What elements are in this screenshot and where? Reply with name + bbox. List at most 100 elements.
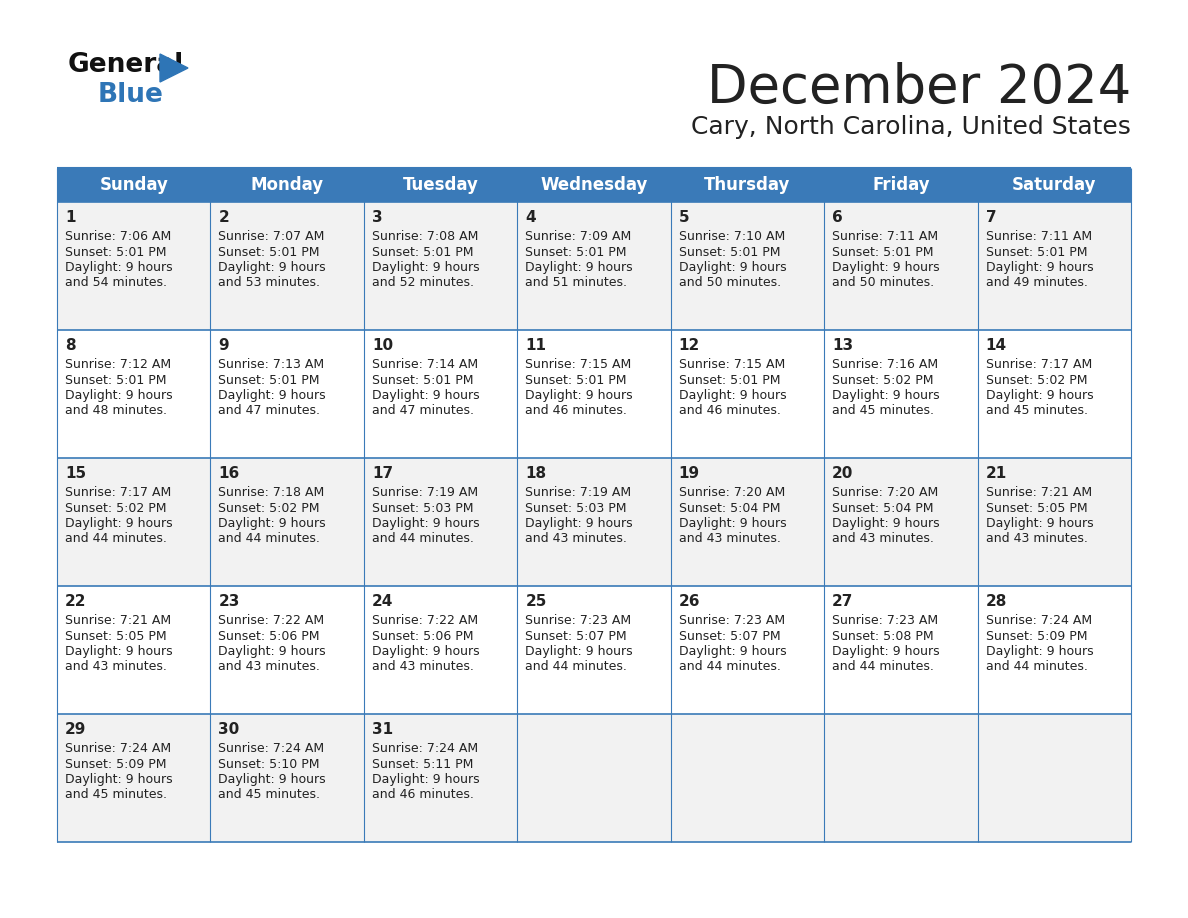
Bar (364, 714, 517, 842)
Bar (978, 586, 1131, 714)
Text: 16: 16 (219, 466, 240, 481)
Text: Sunrise: 7:22 AM: Sunrise: 7:22 AM (372, 614, 478, 627)
Text: Sunset: 5:01 PM: Sunset: 5:01 PM (65, 245, 166, 259)
Text: Sunset: 5:06 PM: Sunset: 5:06 PM (219, 630, 320, 643)
Text: Sunset: 5:09 PM: Sunset: 5:09 PM (65, 757, 166, 770)
Text: 20: 20 (832, 466, 853, 481)
Text: Daylight: 9 hours: Daylight: 9 hours (372, 389, 480, 402)
Text: and 50 minutes.: and 50 minutes. (678, 276, 781, 289)
Text: Daylight: 9 hours: Daylight: 9 hours (678, 645, 786, 658)
Bar (671, 202, 824, 330)
Text: and 43 minutes.: and 43 minutes. (678, 532, 781, 545)
Text: Daylight: 9 hours: Daylight: 9 hours (986, 261, 1093, 274)
Text: and 45 minutes.: and 45 minutes. (986, 405, 1087, 418)
Text: Sunrise: 7:24 AM: Sunrise: 7:24 AM (65, 742, 171, 755)
Text: Daylight: 9 hours: Daylight: 9 hours (219, 517, 326, 530)
Bar (57, 330, 210, 458)
Bar (517, 714, 671, 842)
Polygon shape (160, 54, 188, 82)
Text: Sunrise: 7:08 AM: Sunrise: 7:08 AM (372, 230, 479, 243)
Bar (824, 458, 978, 586)
Bar (517, 202, 671, 330)
Text: and 45 minutes.: and 45 minutes. (65, 789, 168, 801)
Text: Saturday: Saturday (1012, 176, 1097, 194)
Text: Sunset: 5:01 PM: Sunset: 5:01 PM (219, 245, 320, 259)
Text: 28: 28 (986, 594, 1007, 609)
Text: Daylight: 9 hours: Daylight: 9 hours (832, 389, 940, 402)
Text: Sunset: 5:01 PM: Sunset: 5:01 PM (525, 245, 627, 259)
Text: Sunset: 5:01 PM: Sunset: 5:01 PM (678, 245, 781, 259)
Bar (517, 330, 671, 458)
Text: Sunrise: 7:22 AM: Sunrise: 7:22 AM (219, 614, 324, 627)
Text: and 52 minutes.: and 52 minutes. (372, 276, 474, 289)
Text: Sunset: 5:01 PM: Sunset: 5:01 PM (986, 245, 1087, 259)
Bar (57, 586, 210, 714)
Text: 1: 1 (65, 210, 76, 225)
Text: Sunset: 5:01 PM: Sunset: 5:01 PM (65, 374, 166, 386)
Text: 9: 9 (219, 338, 229, 353)
Text: 6: 6 (832, 210, 843, 225)
Text: Wednesday: Wednesday (541, 176, 647, 194)
Text: and 47 minutes.: and 47 minutes. (372, 405, 474, 418)
Text: and 44 minutes.: and 44 minutes. (678, 660, 781, 674)
Bar (364, 202, 517, 330)
Text: 31: 31 (372, 722, 393, 737)
Text: and 44 minutes.: and 44 minutes. (65, 532, 166, 545)
Text: Sunrise: 7:16 AM: Sunrise: 7:16 AM (832, 358, 939, 371)
Bar (57, 458, 210, 586)
Text: Sunset: 5:01 PM: Sunset: 5:01 PM (525, 374, 627, 386)
Text: Daylight: 9 hours: Daylight: 9 hours (986, 517, 1093, 530)
Text: 12: 12 (678, 338, 700, 353)
Text: Sunrise: 7:15 AM: Sunrise: 7:15 AM (678, 358, 785, 371)
Text: Sunrise: 7:20 AM: Sunrise: 7:20 AM (678, 486, 785, 499)
Text: Sunrise: 7:09 AM: Sunrise: 7:09 AM (525, 230, 632, 243)
Text: Sunrise: 7:23 AM: Sunrise: 7:23 AM (525, 614, 631, 627)
Text: and 45 minutes.: and 45 minutes. (832, 405, 934, 418)
Text: Sunrise: 7:11 AM: Sunrise: 7:11 AM (986, 230, 1092, 243)
Text: 22: 22 (65, 594, 87, 609)
Text: 4: 4 (525, 210, 536, 225)
Text: Sunrise: 7:13 AM: Sunrise: 7:13 AM (219, 358, 324, 371)
Bar (210, 714, 364, 842)
Text: Daylight: 9 hours: Daylight: 9 hours (65, 773, 172, 786)
Text: Sunrise: 7:12 AM: Sunrise: 7:12 AM (65, 358, 171, 371)
Bar (517, 458, 671, 586)
Text: Daylight: 9 hours: Daylight: 9 hours (986, 389, 1093, 402)
Text: Daylight: 9 hours: Daylight: 9 hours (65, 645, 172, 658)
Text: 10: 10 (372, 338, 393, 353)
Text: 7: 7 (986, 210, 997, 225)
Text: and 54 minutes.: and 54 minutes. (65, 276, 168, 289)
Text: Daylight: 9 hours: Daylight: 9 hours (372, 773, 480, 786)
Bar (978, 458, 1131, 586)
Text: Daylight: 9 hours: Daylight: 9 hours (832, 517, 940, 530)
Text: 21: 21 (986, 466, 1006, 481)
Text: Sunset: 5:08 PM: Sunset: 5:08 PM (832, 630, 934, 643)
Text: Sunrise: 7:06 AM: Sunrise: 7:06 AM (65, 230, 171, 243)
Bar (671, 458, 824, 586)
Text: and 43 minutes.: and 43 minutes. (986, 532, 1087, 545)
Text: Sunset: 5:01 PM: Sunset: 5:01 PM (832, 245, 934, 259)
Bar (824, 714, 978, 842)
Text: Sunrise: 7:17 AM: Sunrise: 7:17 AM (986, 358, 1092, 371)
Text: Sunset: 5:06 PM: Sunset: 5:06 PM (372, 630, 473, 643)
Text: 13: 13 (832, 338, 853, 353)
Text: and 50 minutes.: and 50 minutes. (832, 276, 934, 289)
Text: 8: 8 (65, 338, 76, 353)
Text: 30: 30 (219, 722, 240, 737)
Text: and 44 minutes.: and 44 minutes. (219, 532, 321, 545)
Text: 11: 11 (525, 338, 546, 353)
Text: Sunset: 5:01 PM: Sunset: 5:01 PM (372, 245, 473, 259)
Text: Sunrise: 7:11 AM: Sunrise: 7:11 AM (832, 230, 939, 243)
Text: Daylight: 9 hours: Daylight: 9 hours (372, 261, 480, 274)
Text: and 49 minutes.: and 49 minutes. (986, 276, 1087, 289)
Text: Daylight: 9 hours: Daylight: 9 hours (525, 389, 633, 402)
Text: Daylight: 9 hours: Daylight: 9 hours (678, 389, 786, 402)
Text: and 44 minutes.: and 44 minutes. (832, 660, 934, 674)
Text: 26: 26 (678, 594, 700, 609)
Text: 14: 14 (986, 338, 1006, 353)
Text: Daylight: 9 hours: Daylight: 9 hours (832, 645, 940, 658)
Text: Daylight: 9 hours: Daylight: 9 hours (832, 261, 940, 274)
Text: Sunrise: 7:18 AM: Sunrise: 7:18 AM (219, 486, 324, 499)
Text: Tuesday: Tuesday (403, 176, 479, 194)
Text: 27: 27 (832, 594, 853, 609)
